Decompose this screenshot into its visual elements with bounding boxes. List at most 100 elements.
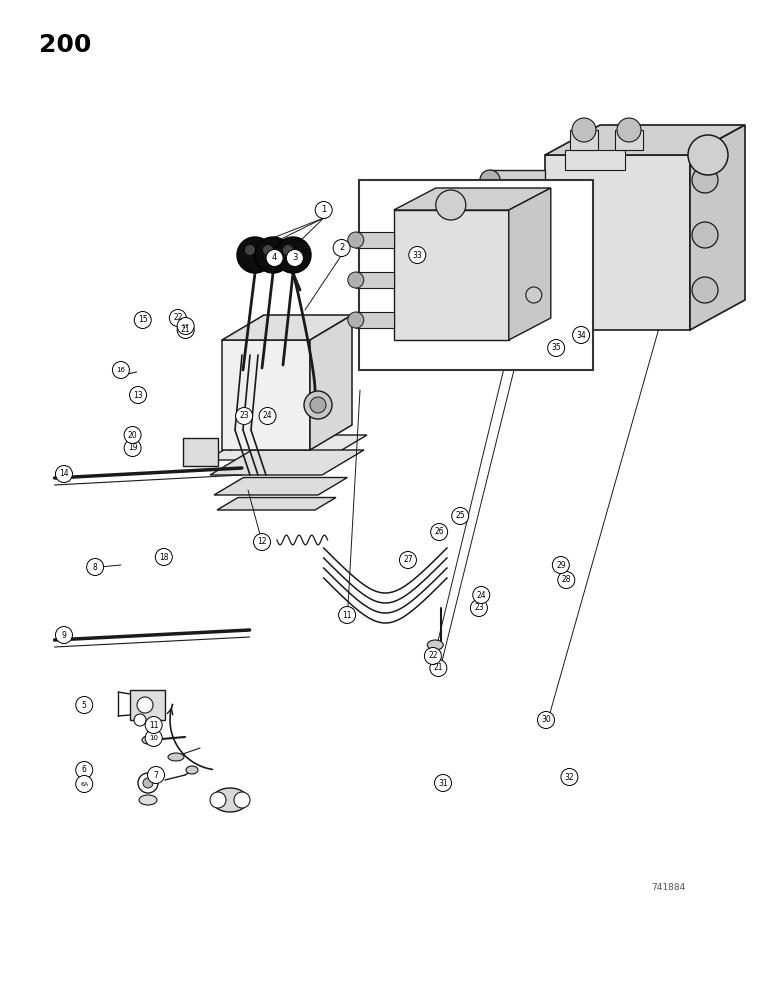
- Circle shape: [470, 599, 488, 616]
- Polygon shape: [394, 210, 509, 340]
- Text: 28: 28: [562, 576, 571, 584]
- Circle shape: [177, 318, 194, 334]
- Polygon shape: [490, 225, 545, 245]
- Circle shape: [155, 548, 172, 566]
- Text: 32: 32: [565, 772, 574, 782]
- Text: 6: 6: [82, 766, 87, 774]
- Polygon shape: [356, 232, 394, 248]
- Circle shape: [177, 322, 194, 338]
- Ellipse shape: [134, 714, 146, 726]
- Circle shape: [147, 766, 165, 784]
- Text: 26: 26: [434, 528, 444, 536]
- Ellipse shape: [436, 190, 466, 220]
- Circle shape: [245, 245, 255, 255]
- Polygon shape: [490, 280, 545, 300]
- Circle shape: [561, 768, 578, 786]
- Ellipse shape: [692, 167, 718, 193]
- Text: 24: 24: [263, 412, 272, 420]
- Ellipse shape: [310, 397, 326, 413]
- Text: 19: 19: [128, 444, 137, 452]
- Text: 741884: 741884: [651, 884, 686, 892]
- Polygon shape: [545, 155, 690, 330]
- Polygon shape: [356, 312, 394, 328]
- Polygon shape: [545, 125, 745, 155]
- Circle shape: [266, 249, 283, 266]
- Circle shape: [145, 716, 162, 734]
- Ellipse shape: [210, 792, 226, 808]
- Circle shape: [129, 386, 147, 403]
- Circle shape: [424, 648, 441, 664]
- Text: 25: 25: [456, 512, 465, 520]
- Text: 6A: 6A: [80, 782, 88, 786]
- Text: 23: 23: [474, 603, 484, 612]
- Circle shape: [552, 556, 569, 574]
- Circle shape: [169, 310, 186, 326]
- Circle shape: [315, 202, 332, 219]
- Circle shape: [55, 466, 73, 483]
- Circle shape: [76, 696, 93, 714]
- Text: 29: 29: [556, 560, 566, 570]
- Ellipse shape: [480, 280, 500, 300]
- Ellipse shape: [116, 371, 126, 377]
- Circle shape: [558, 572, 575, 588]
- Ellipse shape: [168, 753, 184, 761]
- Polygon shape: [217, 497, 336, 510]
- Ellipse shape: [186, 766, 198, 774]
- Ellipse shape: [139, 795, 157, 805]
- Text: 12: 12: [257, 538, 267, 546]
- Ellipse shape: [137, 697, 153, 713]
- Circle shape: [399, 552, 417, 568]
- Text: 17: 17: [182, 324, 190, 328]
- Text: 31: 31: [438, 778, 448, 788]
- Polygon shape: [207, 435, 367, 460]
- Ellipse shape: [480, 170, 500, 190]
- Ellipse shape: [304, 391, 332, 419]
- Ellipse shape: [617, 118, 641, 142]
- Circle shape: [431, 524, 448, 540]
- Polygon shape: [214, 478, 347, 495]
- Circle shape: [473, 586, 490, 603]
- Ellipse shape: [688, 135, 728, 175]
- Bar: [615, 130, 643, 150]
- Text: 1: 1: [321, 206, 326, 215]
- Polygon shape: [222, 340, 310, 450]
- Text: 7: 7: [154, 770, 158, 780]
- Circle shape: [430, 660, 447, 676]
- Text: 9: 9: [62, 631, 66, 640]
- Text: 24: 24: [477, 590, 486, 599]
- Circle shape: [112, 361, 129, 378]
- Ellipse shape: [348, 232, 363, 248]
- Bar: [565, 150, 625, 170]
- Text: 22: 22: [428, 652, 438, 660]
- Polygon shape: [690, 125, 745, 330]
- Polygon shape: [509, 188, 551, 340]
- Text: 13: 13: [133, 390, 143, 399]
- Text: 16: 16: [116, 367, 126, 373]
- Text: 11: 11: [342, 610, 352, 619]
- Polygon shape: [130, 690, 165, 720]
- Circle shape: [254, 534, 271, 550]
- Polygon shape: [210, 450, 364, 475]
- Ellipse shape: [692, 222, 718, 248]
- Text: 15: 15: [138, 316, 147, 324]
- Text: 10: 10: [149, 735, 158, 741]
- Text: 27: 27: [403, 556, 413, 564]
- Circle shape: [333, 239, 350, 256]
- Text: 4: 4: [272, 253, 277, 262]
- Circle shape: [124, 440, 141, 456]
- Text: 5: 5: [82, 700, 87, 710]
- Ellipse shape: [427, 640, 443, 650]
- Polygon shape: [310, 315, 352, 450]
- Text: 20: 20: [128, 430, 137, 440]
- Text: 200: 200: [39, 33, 91, 57]
- Text: 33: 33: [413, 250, 422, 259]
- Circle shape: [286, 249, 303, 266]
- Bar: [183, 438, 218, 466]
- Ellipse shape: [692, 277, 718, 303]
- Circle shape: [409, 246, 426, 263]
- Circle shape: [145, 730, 162, 746]
- Circle shape: [236, 408, 253, 424]
- Text: 2: 2: [339, 243, 344, 252]
- Ellipse shape: [480, 225, 500, 245]
- Circle shape: [339, 606, 356, 624]
